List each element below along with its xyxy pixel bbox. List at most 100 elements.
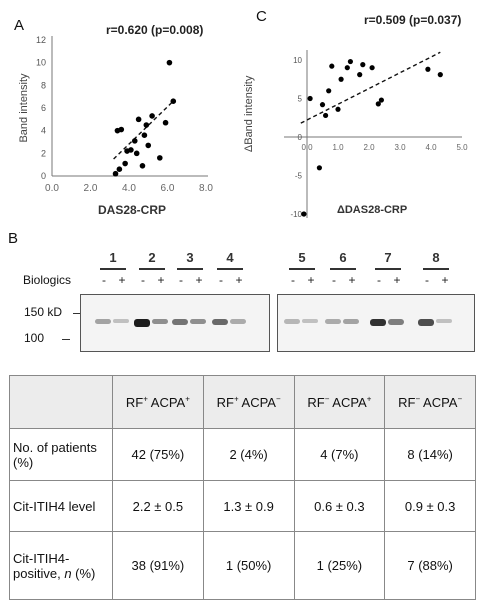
biologics-plus: + bbox=[348, 273, 356, 287]
panel-c-scatter-plot: r=0.509 (p=0.037) 0.0 1.0 2.0 3.0 4.0 5.0 -10 -5… bbox=[243, 14, 468, 219]
data-point bbox=[329, 63, 335, 69]
lane-number: 8 bbox=[432, 250, 440, 265]
table-cell: 1 (50%) bbox=[202, 531, 295, 600]
table-row: No. of patients (%) 42 (75%) 2 (4%) 4 (7… bbox=[9, 428, 476, 481]
x-tick-label: 0.0 bbox=[301, 143, 313, 152]
data-point bbox=[344, 65, 350, 71]
lane-bar bbox=[177, 268, 203, 270]
stat-annotation: r=0.509 (p=0.037) bbox=[364, 14, 461, 27]
data-point bbox=[301, 211, 307, 217]
data-point bbox=[338, 76, 344, 82]
x-tick-label: 4.0 bbox=[122, 183, 136, 194]
lane-bar bbox=[330, 268, 356, 270]
biologics-minus: - bbox=[219, 273, 223, 287]
biologics-minus: - bbox=[377, 273, 381, 287]
data-point bbox=[131, 138, 138, 144]
table-cell: 7 (88%) bbox=[384, 531, 476, 600]
protein-band bbox=[212, 319, 228, 325]
table-cell: 0.9 ± 0.3 bbox=[384, 480, 476, 532]
data-point bbox=[143, 122, 150, 128]
x-tick-label: 0.0 bbox=[45, 183, 59, 194]
y-tick-label: 0 bbox=[41, 171, 46, 181]
protein-band bbox=[284, 319, 300, 324]
data-point bbox=[112, 170, 119, 177]
table-row: Cit-ITIH4-positive, n (%) 38 (91%) 1 (50… bbox=[9, 531, 476, 600]
biologics-minus: - bbox=[141, 273, 145, 287]
data-point bbox=[133, 150, 140, 157]
protein-band bbox=[190, 319, 206, 324]
row-label-level: Cit-ITIH4 level bbox=[9, 480, 113, 532]
protein-band bbox=[343, 319, 359, 324]
panel-c-letter: C bbox=[256, 8, 267, 25]
protein-band bbox=[418, 319, 434, 326]
data-point bbox=[118, 126, 125, 133]
y-tick-label: -5 bbox=[295, 172, 303, 181]
data-point bbox=[128, 147, 134, 153]
row-label-patients: No. of patients (%) bbox=[9, 428, 113, 481]
table-cell: 2.2 ± 0.5 bbox=[112, 480, 204, 532]
x-tick-label: 2.0 bbox=[84, 183, 98, 194]
panel-a-letter: A bbox=[14, 17, 25, 34]
marker-100: 100 bbox=[24, 331, 45, 345]
lane-bar bbox=[139, 268, 165, 270]
x-axis-label: ΔDAS28-CRP bbox=[337, 204, 407, 216]
x-tick-label: 3.0 bbox=[394, 143, 406, 152]
table-cell: 4 (7%) bbox=[293, 428, 386, 481]
x-axis-label: DAS28-CRP bbox=[98, 203, 166, 217]
panel-b-letter: B bbox=[8, 230, 19, 247]
data-point bbox=[139, 163, 146, 169]
x-tick-label: 5.0 bbox=[456, 143, 468, 152]
table-cell: 2 (4%) bbox=[202, 428, 295, 481]
biologics-plus: + bbox=[307, 273, 315, 287]
data-point bbox=[149, 113, 155, 119]
biologics-minus: - bbox=[291, 273, 295, 287]
marker-150-kd: 150 kD bbox=[24, 305, 63, 319]
data-point bbox=[145, 142, 152, 149]
data-point bbox=[360, 62, 366, 68]
x-tick-label: 1.0 bbox=[332, 143, 344, 152]
table-corner-cell bbox=[9, 375, 113, 429]
header-rf-neg-acpa-neg: RF− ACPA− bbox=[384, 375, 476, 429]
biologics-label: Biologics bbox=[23, 273, 72, 287]
protein-band bbox=[388, 319, 404, 325]
y-axis-label: Band intensity bbox=[18, 73, 30, 143]
data-point bbox=[307, 95, 313, 102]
biologics-plus: + bbox=[441, 273, 449, 287]
data-point bbox=[116, 166, 123, 172]
y-tick-label: 2 bbox=[41, 148, 46, 158]
data-point bbox=[347, 58, 353, 65]
stat-annotation: r=0.620 (p=0.008) bbox=[106, 23, 203, 37]
protein-band bbox=[302, 319, 318, 323]
row-label-positive: Cit-ITIH4-positive, n (%) bbox=[9, 531, 113, 600]
data-point bbox=[157, 155, 163, 161]
data-point bbox=[357, 72, 363, 78]
biologics-minus: - bbox=[179, 273, 183, 287]
biologics-plus: + bbox=[157, 273, 165, 287]
data-point bbox=[316, 165, 322, 171]
data-point bbox=[375, 101, 381, 107]
trend-line bbox=[300, 51, 441, 124]
protein-band bbox=[436, 319, 452, 323]
x-tick-label: 6.0 bbox=[161, 183, 175, 194]
lane-number: 1 bbox=[109, 250, 117, 265]
data-point bbox=[378, 97, 384, 103]
data-point bbox=[335, 106, 341, 112]
data-point bbox=[122, 160, 128, 167]
lane-number: 5 bbox=[298, 250, 306, 265]
protein-band bbox=[325, 319, 341, 324]
biologics-plus: + bbox=[118, 273, 126, 287]
protein-band bbox=[230, 319, 246, 324]
y-tick-label: 4 bbox=[41, 126, 46, 136]
table-cell: 0.6 ± 0.3 bbox=[293, 480, 386, 532]
y-tick-label: 0 bbox=[298, 133, 303, 142]
table-cell: 38 (91%) bbox=[112, 531, 204, 600]
data-point bbox=[319, 102, 326, 108]
biologics-minus: - bbox=[102, 273, 106, 287]
biologics-minus: - bbox=[332, 273, 336, 287]
marker-tick-100 bbox=[62, 339, 70, 340]
table-cell: 1.3 ± 0.9 bbox=[202, 480, 295, 532]
y-tick-label: 6 bbox=[41, 103, 46, 113]
table-row: Cit-ITIH4 level 2.2 ± 0.5 1.3 ± 0.9 0.6 … bbox=[9, 480, 476, 532]
biologics-plus: + bbox=[195, 273, 203, 287]
y-tick-label: 10 bbox=[293, 56, 302, 65]
